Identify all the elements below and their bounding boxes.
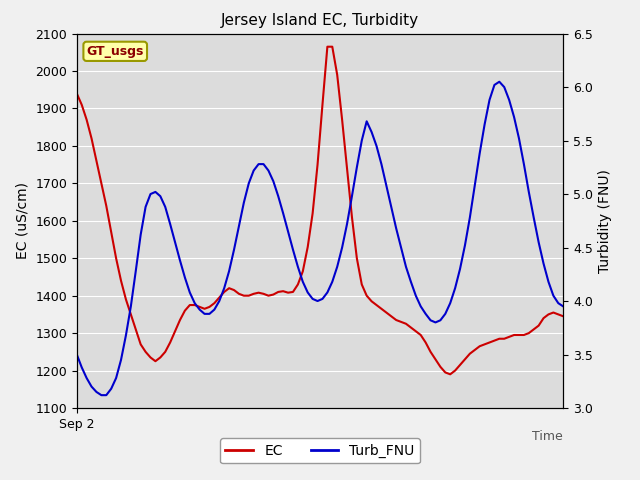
EC bbox=[545, 312, 552, 317]
Turb_FNU bbox=[545, 279, 552, 285]
Turb_FNU bbox=[97, 392, 105, 398]
Title: Jersey Island EC, Turbidity: Jersey Island EC, Turbidity bbox=[221, 13, 419, 28]
EC bbox=[73, 91, 81, 96]
EC bbox=[328, 44, 336, 49]
Turb_FNU bbox=[73, 352, 81, 358]
Line: Turb_FNU: Turb_FNU bbox=[77, 82, 563, 395]
Legend: EC, Turb_FNU: EC, Turb_FNU bbox=[220, 438, 420, 464]
Turb_FNU bbox=[530, 215, 538, 220]
EC bbox=[166, 340, 174, 346]
Text: GT_usgs: GT_usgs bbox=[86, 45, 144, 58]
Turb_FNU bbox=[495, 79, 503, 84]
Turb_FNU bbox=[559, 303, 567, 309]
Turb_FNU bbox=[191, 300, 198, 306]
EC bbox=[186, 302, 194, 308]
Y-axis label: EC (uS/cm): EC (uS/cm) bbox=[15, 182, 29, 259]
EC bbox=[530, 326, 538, 332]
EC bbox=[446, 372, 454, 377]
Y-axis label: Turbidity (FNU): Turbidity (FNU) bbox=[598, 169, 612, 273]
Line: EC: EC bbox=[77, 47, 563, 374]
EC bbox=[559, 313, 567, 319]
Turb_FNU bbox=[172, 240, 179, 245]
EC bbox=[324, 44, 332, 49]
Turb_FNU bbox=[328, 279, 336, 285]
Text: Time: Time bbox=[532, 431, 563, 444]
Turb_FNU bbox=[368, 129, 376, 135]
EC bbox=[368, 299, 376, 304]
